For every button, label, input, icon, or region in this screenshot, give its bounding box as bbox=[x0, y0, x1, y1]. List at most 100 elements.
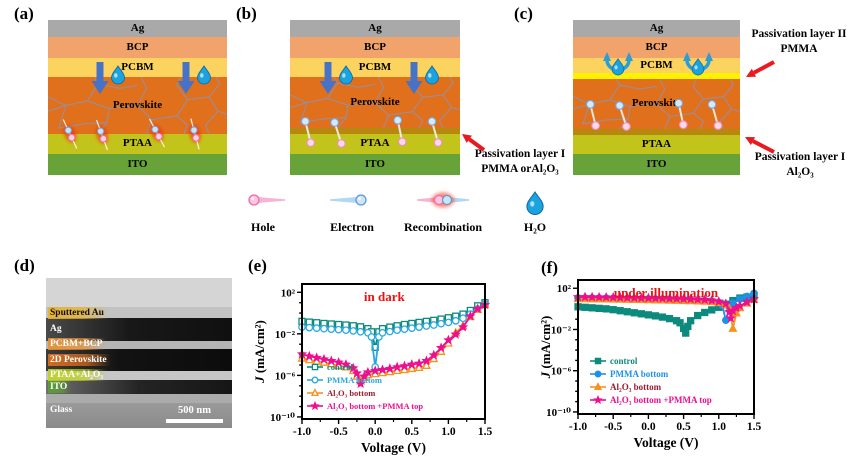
legend-label-electron: Electron bbox=[330, 220, 374, 234]
svg-text:0.5: 0.5 bbox=[676, 421, 691, 433]
tem-layer-label-4: 2D Perovskite bbox=[48, 354, 111, 366]
svg-text:1.5: 1.5 bbox=[747, 421, 762, 433]
svg-text:10⁻²: 10⁻² bbox=[551, 324, 572, 336]
electron-hole-pair-icon bbox=[674, 98, 688, 130]
svg-text:-0.5: -0.5 bbox=[604, 421, 622, 433]
svg-text:10⁻²: 10⁻² bbox=[275, 329, 296, 341]
svg-text:1.0: 1.0 bbox=[712, 421, 727, 433]
svg-text:J (mA/cm²): J (mA/cm²) bbox=[538, 316, 553, 380]
water-droplet-icon bbox=[111, 65, 125, 85]
svg-text:-0.5: -0.5 bbox=[329, 426, 347, 438]
moisture-repelled-arrow-icon bbox=[603, 52, 633, 76]
tem-layer-label-2: Ag bbox=[50, 324, 62, 334]
svg-text:Al₂O₃ bottom +PMMA top: Al₂O₃ bottom +PMMA top bbox=[327, 401, 423, 411]
svg-text:0.0: 0.0 bbox=[368, 426, 383, 438]
svg-text:control: control bbox=[327, 362, 353, 372]
water-droplet-icon bbox=[526, 191, 544, 215]
panel-b-label: (b) bbox=[236, 4, 257, 23]
device-stack-a: Ag BCP PCBM Perovskite PTAA ITO bbox=[48, 20, 227, 175]
layer-ag: Ag bbox=[290, 20, 460, 37]
panel-d-label: (d) bbox=[14, 256, 35, 275]
layer-ptaa: PTAA bbox=[48, 134, 227, 154]
svg-text:in dark: in dark bbox=[364, 289, 406, 304]
layer-thin-passivation bbox=[573, 73, 740, 79]
recombination-icon bbox=[95, 119, 109, 151]
electron-hole-pair-icon bbox=[427, 117, 443, 147]
layer-label-ptaa: PTAA bbox=[641, 137, 672, 150]
water-droplet-icon bbox=[197, 65, 211, 85]
layer-label-bcp: BCP bbox=[645, 40, 668, 53]
layer-label-perovskite: Perovskite bbox=[112, 98, 163, 111]
device-stack-c: Ag BCP PCBM Perovskite PTAA ITO bbox=[573, 20, 740, 175]
layer-label-ptaa: PTAA bbox=[360, 137, 390, 149]
tem-layer-label-6: ITO bbox=[48, 381, 72, 393]
svg-text:0.0: 0.0 bbox=[641, 421, 656, 433]
legend-label-recombination: Recombination bbox=[404, 220, 482, 234]
moisture-ingress-arrow-icon bbox=[91, 62, 109, 94]
legend-label-h2o: H₂O bbox=[523, 220, 547, 234]
layer-label-ag: Ag bbox=[368, 21, 382, 34]
svg-text:-1.0: -1.0 bbox=[569, 421, 587, 433]
layer-label-bcp: BCP bbox=[126, 40, 149, 53]
svg-text:-1.0: -1.0 bbox=[293, 426, 311, 438]
panel-a-label: (a) bbox=[14, 4, 34, 23]
layer-label-ptaa: PTAA bbox=[122, 137, 153, 149]
annotation-line: Passivation layer I bbox=[754, 151, 846, 163]
layer-ptaa: PTAA bbox=[290, 134, 460, 154]
layer-bcp: BCP bbox=[290, 37, 460, 58]
electron-hole-pair-icon bbox=[300, 116, 316, 148]
svg-text:1.0: 1.0 bbox=[441, 426, 456, 438]
layer-thin-passivation bbox=[290, 128, 460, 134]
electron-hole-pair-icon bbox=[330, 118, 346, 148]
tem-band bbox=[46, 380, 232, 394]
scale-bar bbox=[166, 419, 223, 423]
layer-label-ag: Ag bbox=[649, 21, 664, 34]
water-droplet-icon bbox=[611, 58, 625, 76]
panel-e-label: (e) bbox=[248, 256, 267, 275]
annotation-passivation-layer-1-c: Passivation layer I Al₂O₃ bbox=[742, 150, 858, 180]
layer-label-perovskite: Perovskite bbox=[631, 97, 682, 109]
moisture-repelled-arrow-icon bbox=[683, 52, 713, 76]
svg-text:PMMA bottom: PMMA bottom bbox=[327, 375, 382, 385]
svg-text:J (mA/cm²): J (mA/cm²) bbox=[252, 320, 267, 384]
layer-bcp: BCP bbox=[48, 37, 227, 58]
legend-label-hole: Hole bbox=[251, 220, 275, 234]
electron-hole-pair-icon bbox=[707, 100, 723, 130]
svg-text:Voltage (V): Voltage (V) bbox=[361, 440, 426, 455]
layer-bcp: BCP bbox=[573, 37, 740, 58]
tem-cross-section-image: Sputtered Au Ag PCBM+BCP 2D Perovskite PTAA+… bbox=[46, 278, 232, 428]
moisture-ingress-arrow-icon bbox=[177, 62, 195, 94]
scale-bar-label: 500 nm bbox=[178, 405, 211, 416]
electron-hole-pair-icon bbox=[393, 115, 407, 147]
water-droplet-icon bbox=[425, 65, 439, 85]
annotation-line: Passivation layer I bbox=[474, 148, 566, 160]
svg-text:10²: 10² bbox=[557, 283, 572, 295]
panel-f-label: (f) bbox=[541, 258, 558, 277]
annotation-line: PMMA bbox=[780, 42, 818, 55]
tem-band bbox=[46, 278, 232, 307]
svg-text:control: control bbox=[610, 356, 638, 366]
device-stack-b: Ag BCP PCBM Perovskite PTAA ITO bbox=[290, 20, 460, 175]
dark-jv-chart: 10² 10⁻² 10⁻⁶ 10⁻¹⁰ -1.0 -0.5 0.0 0.5 1.0 1.5 in d… bbox=[252, 283, 492, 455]
red-annotation-arrows bbox=[462, 60, 775, 154]
layer-label-bcp: BCP bbox=[364, 40, 386, 53]
layer-label-perovskite: Perovskite bbox=[350, 95, 400, 108]
layer-pcbm: PCBM bbox=[48, 58, 227, 77]
svg-text:10⁻⁶: 10⁻⁶ bbox=[551, 366, 572, 378]
electron-hole-pair-icon bbox=[615, 101, 631, 131]
tem-layer-label-1: Sputtered Au bbox=[48, 307, 108, 319]
layer-ag: Ag bbox=[573, 20, 740, 37]
hole-icon bbox=[248, 194, 285, 206]
symbol-legend-row bbox=[248, 191, 544, 215]
annotation-line: PMMA orAl₂O₃ bbox=[481, 162, 559, 175]
water-droplet-icon bbox=[691, 58, 705, 76]
svg-text:Al₂O₃ bottom: Al₂O₃ bottom bbox=[610, 382, 662, 392]
tem-band bbox=[46, 318, 232, 341]
layer-ito: ITO bbox=[573, 154, 740, 175]
electron-icon bbox=[330, 194, 367, 206]
svg-text:under illumination: under illumination bbox=[614, 285, 719, 300]
svg-text:Al₂O₃ bottom +PMMA top: Al₂O₃ bottom +PMMA top bbox=[610, 395, 712, 405]
tem-band bbox=[46, 371, 232, 380]
layer-label-pcbm: PCBM bbox=[358, 60, 392, 73]
